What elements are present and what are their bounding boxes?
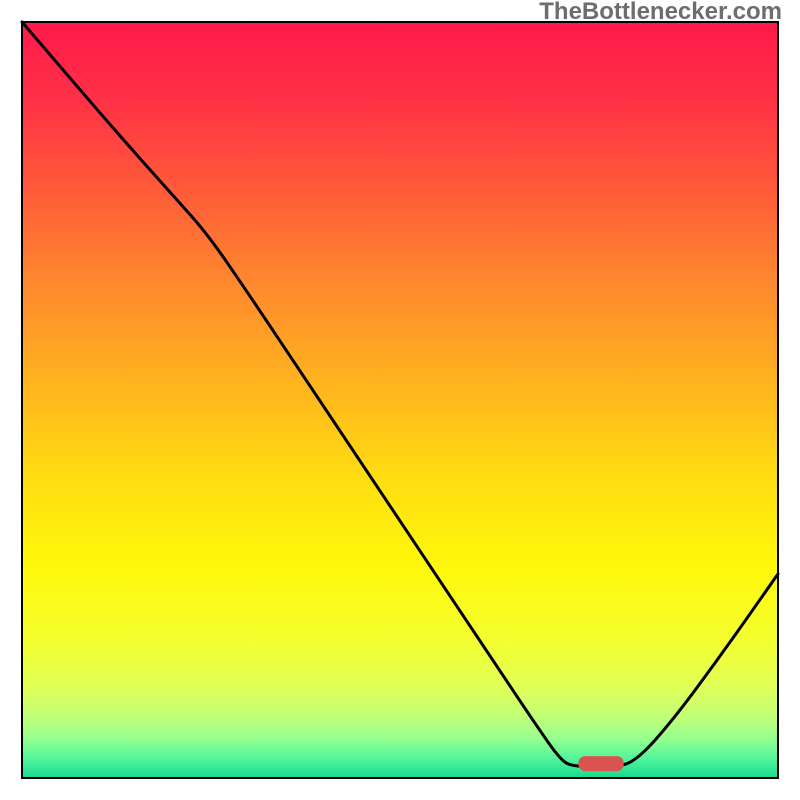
chart-svg [0, 0, 800, 800]
optimal-marker [578, 756, 623, 771]
plot-background [22, 22, 778, 778]
chart-container: TheBottlenecker.com [0, 0, 800, 800]
watermark-text: TheBottlenecker.com [539, 0, 782, 26]
